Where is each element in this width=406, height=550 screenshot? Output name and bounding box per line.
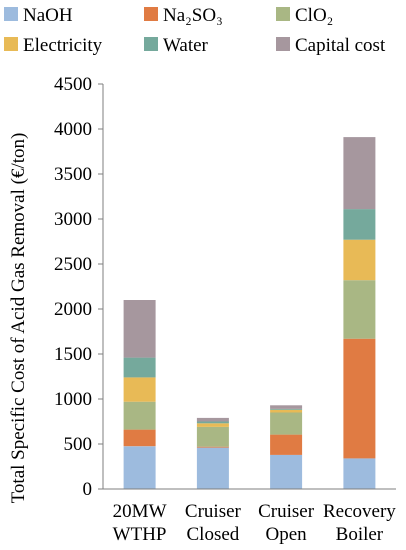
x-tick-label: Cruiser [258,501,315,522]
bar-segment [123,429,156,447]
y-tick-label: 500 [64,434,93,455]
plot-area: 20MWWTHPCruiserClosedCruiserOpenRecovery… [54,74,396,545]
bar-segment [343,209,376,240]
legend-swatch [144,7,158,21]
bar-segment [123,401,156,430]
bar-segment [123,300,156,358]
bar-segment [270,409,303,413]
bar-segment [343,338,376,459]
bar-segment [196,417,229,422]
y-tick-label: 4500 [54,74,92,95]
bar-segment [270,434,303,455]
x-tick-label: Closed [187,524,240,545]
bar-segment [270,454,303,489]
legend-label: Capital cost [295,35,386,56]
y-tick-label: 2000 [54,299,92,320]
legend-swatch [4,37,18,51]
bar-segment [270,405,303,409]
legend-swatch [276,37,290,51]
legend: NaOH Na₂SO₃ ClO₂ Electricity Water Capital co… [4,5,386,56]
legend-swatch [276,7,290,21]
y-axis-label: Total Specific Cost of Acid Gas Removal … [8,133,29,504]
bar-segment [270,408,303,410]
y-tick-label: 1000 [54,389,92,410]
legend-label: NaOH [23,5,73,26]
x-tick-label: Open [266,524,308,545]
x-tick-label: 20MW [113,501,167,522]
bar-segment [196,446,229,448]
y-tick-label: 3000 [54,209,92,230]
legend-swatch [4,7,18,21]
y-tick-label: 2500 [54,254,92,275]
y-tick-label: 4000 [54,119,92,140]
bar-segment [123,357,156,378]
bar-segment [196,423,229,427]
legend-label: Water [163,35,209,56]
y-tick-label: 3500 [54,164,92,185]
bar-segment [123,446,156,490]
bar-segment [343,280,376,339]
legend-label: Electricity [23,35,103,56]
legend-swatch [144,37,158,51]
x-tick-label: WTHP [113,524,167,545]
x-tick-label: Recovery [323,501,396,522]
y-tick-label: 0 [83,479,93,500]
bar-segment [196,426,229,447]
bar-segment [343,239,376,281]
bar-segment [343,458,376,489]
bar-segment [196,447,229,489]
x-tick-label: Boiler [336,524,384,545]
legend-label: ClO₂ [295,5,333,26]
bar-segment [123,377,156,402]
legend-label: Na₂SO₃ [163,5,223,26]
bar-segment [196,421,229,424]
bar-segment [343,137,376,210]
x-tick-label: Cruiser [185,501,242,522]
bar-segment [270,412,303,435]
y-tick-label: 1500 [54,344,92,365]
